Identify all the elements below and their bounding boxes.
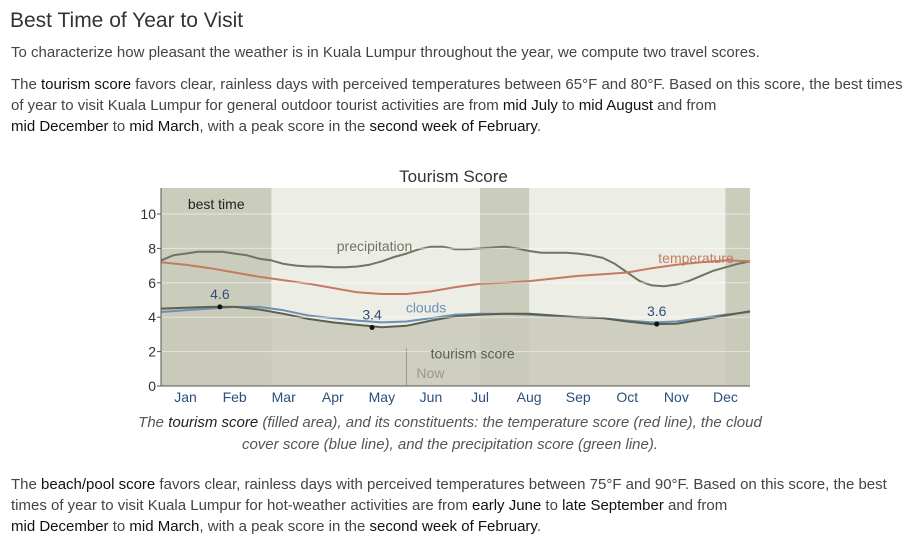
- annotation-dot: [217, 304, 223, 310]
- y-tick-label: 2: [148, 344, 156, 360]
- series-line-precipitation: [160, 245, 751, 288]
- page-title: Best Time of Year to Visit: [10, 9, 244, 32]
- x-tick-label: Dec: [713, 389, 738, 405]
- x-tick-label: Nov: [664, 389, 689, 405]
- series-line-temperature: [160, 259, 751, 295]
- x-tick-label: Jan: [174, 389, 197, 405]
- x-tick-label: Feb: [223, 389, 247, 405]
- chart-title: Tourism Score: [399, 167, 508, 186]
- x-tick-label: Sep: [566, 389, 591, 405]
- y-tick-label: 6: [148, 275, 156, 291]
- y-tick-label: 10: [140, 206, 156, 222]
- best-time-label: best time: [188, 196, 245, 212]
- annotation-label: 4.6: [210, 286, 230, 302]
- series-line-clouds: [160, 305, 751, 324]
- y-tick-label: 0: [148, 378, 156, 394]
- annotation-dot: [654, 321, 660, 327]
- tourism-paragraph: The tourism score favors clear, rainless…: [11, 76, 903, 135]
- annotation-label: 3.6: [647, 303, 667, 319]
- intro-paragraph: To characterize how pleasant the weather…: [11, 44, 760, 61]
- y-tick-label: 8: [148, 240, 156, 256]
- annotation-dot: [369, 325, 375, 331]
- series-line-tourism-score: [160, 305, 751, 329]
- series-label-precipitation: precipitation: [337, 238, 413, 254]
- x-tick-label: Mar: [272, 389, 296, 405]
- series-label-tourism-score: tourism score: [431, 345, 515, 361]
- x-tick-label: Jul: [471, 389, 489, 405]
- x-tick-label: May: [369, 389, 395, 405]
- series-label-temperature: temperature: [658, 250, 734, 266]
- x-tick-label: Apr: [322, 389, 344, 405]
- beach-paragraph: The beach/pool score favors clear, rainl…: [11, 476, 887, 535]
- series-label-clouds: clouds: [406, 300, 446, 316]
- x-tick-label: Jun: [420, 389, 443, 405]
- tourism-score-area: [161, 306, 750, 386]
- annotation-label: 3.4: [362, 307, 382, 323]
- x-tick-label: Oct: [616, 389, 638, 405]
- y-tick-label: 4: [148, 309, 156, 325]
- now-label: Now: [416, 365, 445, 381]
- x-tick-label: Aug: [517, 389, 542, 405]
- chart-caption: The tourism score (filled area), and its…: [138, 414, 762, 453]
